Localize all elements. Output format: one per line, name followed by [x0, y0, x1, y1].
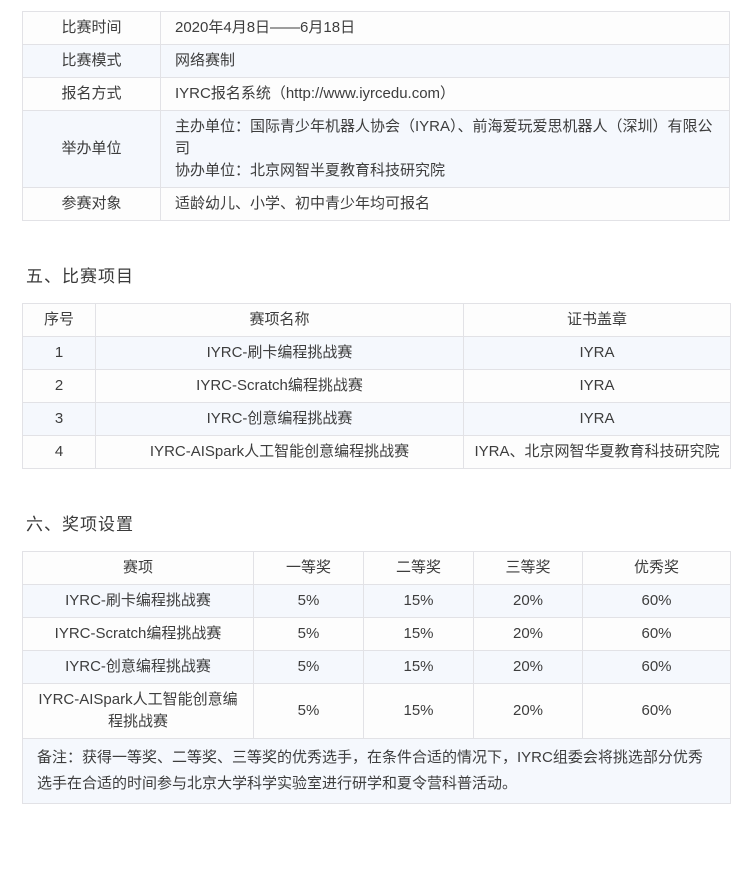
- header-cell-event: 赛项: [22, 551, 254, 585]
- award-pct-cell: 15%: [363, 617, 474, 651]
- info-value-cell: 适龄幼儿、小学、初中青少年均可报名: [160, 187, 730, 221]
- info-label-cell: 举办单位: [22, 110, 161, 188]
- header-cell-no: 序号: [22, 303, 96, 337]
- award-pct-cell: 60%: [582, 617, 731, 651]
- header-cell-name: 赛项名称: [95, 303, 464, 337]
- award-pct-cell: 15%: [363, 683, 474, 739]
- info-value-cell: IYRC报名系统（http://www.iyrcedu.com）: [160, 77, 730, 111]
- header-cell-stamp: 证书盖章: [463, 303, 731, 337]
- event-stamp-cell: IYRA: [463, 402, 731, 436]
- event-no-cell: 4: [22, 435, 96, 469]
- award-pct-cell: 60%: [582, 683, 731, 739]
- table-row: IYRC-刷卡编程挑战赛 5% 15% 20% 60%: [22, 584, 731, 618]
- award-pct-cell: 5%: [253, 683, 364, 739]
- award-pct-cell: 5%: [253, 584, 364, 618]
- table-header-row: 赛项 一等奖 二等奖 三等奖 优秀奖: [22, 551, 731, 585]
- award-event-cell: IYRC-刷卡编程挑战赛: [22, 584, 254, 618]
- table-row: 举办单位 主办单位：国际青少年机器人协会（IYRA）、前海爱玩爱思机器人（深圳）…: [22, 110, 730, 188]
- events-table: 序号 赛项名称 证书盖章 1 IYRC-刷卡编程挑战赛 IYRA 2 IYRC-…: [22, 303, 731, 469]
- co-organizer-line: 协办单位：北京网智半夏教育科技研究院: [175, 162, 446, 179]
- table-row: 4 IYRC-AISpark人工智能创意编程挑战赛 IYRA、北京网智华夏教育科…: [22, 435, 731, 469]
- event-name-cell: IYRC-AISpark人工智能创意编程挑战赛: [95, 435, 464, 469]
- award-event-cell: IYRC-Scratch编程挑战赛: [22, 617, 254, 651]
- table-row: 参赛对象 适龄幼儿、小学、初中青少年均可报名: [22, 187, 730, 221]
- table-row: IYRC-创意编程挑战赛 5% 15% 20% 60%: [22, 650, 731, 684]
- event-name-cell: IYRC-Scratch编程挑战赛: [95, 369, 464, 403]
- event-name-cell: IYRC-刷卡编程挑战赛: [95, 336, 464, 370]
- header-cell-third-prize: 三等奖: [473, 551, 583, 585]
- award-pct-cell: 20%: [473, 617, 583, 651]
- award-pct-cell: 20%: [473, 584, 583, 618]
- remark-cell: 备注：获得一等奖、二等奖、三等奖的优秀选手，在条件合适的情况下，IYRC组委会将…: [22, 738, 731, 804]
- header-cell-first-prize: 一等奖: [253, 551, 364, 585]
- award-pct-cell: 15%: [363, 584, 474, 618]
- info-value-cell: 网络赛制: [160, 44, 730, 78]
- table-row: 比赛时间 2020年4月8日——6月18日: [22, 11, 730, 45]
- award-event-cell: IYRC-创意编程挑战赛: [22, 650, 254, 684]
- award-pct-cell: 15%: [363, 650, 474, 684]
- table-row: 1 IYRC-刷卡编程挑战赛 IYRA: [22, 336, 731, 370]
- table-row: 2 IYRC-Scratch编程挑战赛 IYRA: [22, 369, 731, 403]
- event-name-cell: IYRC-创意编程挑战赛: [95, 402, 464, 436]
- awards-table: 赛项 一等奖 二等奖 三等奖 优秀奖 IYRC-刷卡编程挑战赛 5% 15% 2…: [22, 551, 731, 804]
- table-row: IYRC-AISpark人工智能创意编程挑战赛 5% 15% 20% 60%: [22, 683, 731, 739]
- table-header-row: 序号 赛项名称 证书盖章: [22, 303, 731, 337]
- award-pct-cell: 5%: [253, 650, 364, 684]
- event-stamp-cell: IYRA: [463, 369, 731, 403]
- header-cell-second-prize: 二等奖: [363, 551, 474, 585]
- award-event-cell: IYRC-AISpark人工智能创意编程挑战赛: [22, 683, 254, 739]
- table-row: 报名方式 IYRC报名系统（http://www.iyrcedu.com）: [22, 77, 730, 111]
- article-page: 比赛时间 2020年4月8日——6月18日 比赛模式 网络赛制 报名方式 IYR…: [22, 11, 731, 804]
- award-pct-cell: 20%: [473, 650, 583, 684]
- event-no-cell: 1: [22, 336, 96, 370]
- table-row: 比赛模式 网络赛制: [22, 44, 730, 78]
- award-pct-cell: 60%: [582, 650, 731, 684]
- table-note-row: 备注：获得一等奖、二等奖、三等奖的优秀选手，在条件合适的情况下，IYRC组委会将…: [22, 738, 731, 804]
- table-row: IYRC-Scratch编程挑战赛 5% 15% 20% 60%: [22, 617, 731, 651]
- section-heading-awards: 六、奖项设置: [26, 515, 134, 534]
- event-no-cell: 2: [22, 369, 96, 403]
- award-pct-cell: 60%: [582, 584, 731, 618]
- header-cell-excellent-prize: 优秀奖: [582, 551, 731, 585]
- info-label-cell: 报名方式: [22, 77, 161, 111]
- award-pct-cell: 20%: [473, 683, 583, 739]
- event-stamp-cell: IYRA、北京网智华夏教育科技研究院: [463, 435, 731, 469]
- organizer-line: 主办单位：国际青少年机器人协会（IYRA）、前海爱玩爱思机器人（深圳）有限公司: [175, 118, 713, 157]
- event-stamp-cell: IYRA: [463, 336, 731, 370]
- competition-info-table: 比赛时间 2020年4月8日——6月18日 比赛模式 网络赛制 报名方式 IYR…: [22, 11, 730, 221]
- info-label-cell: 比赛模式: [22, 44, 161, 78]
- event-no-cell: 3: [22, 402, 96, 436]
- info-value-cell: 主办单位：国际青少年机器人协会（IYRA）、前海爱玩爱思机器人（深圳）有限公司 …: [160, 110, 730, 188]
- award-pct-cell: 5%: [253, 617, 364, 651]
- table-row: 3 IYRC-创意编程挑战赛 IYRA: [22, 402, 731, 436]
- section-heading-events: 五、比赛项目: [26, 267, 134, 286]
- info-label-cell: 比赛时间: [22, 11, 161, 45]
- info-value-cell: 2020年4月8日——6月18日: [160, 11, 730, 45]
- info-label-cell: 参赛对象: [22, 187, 161, 221]
